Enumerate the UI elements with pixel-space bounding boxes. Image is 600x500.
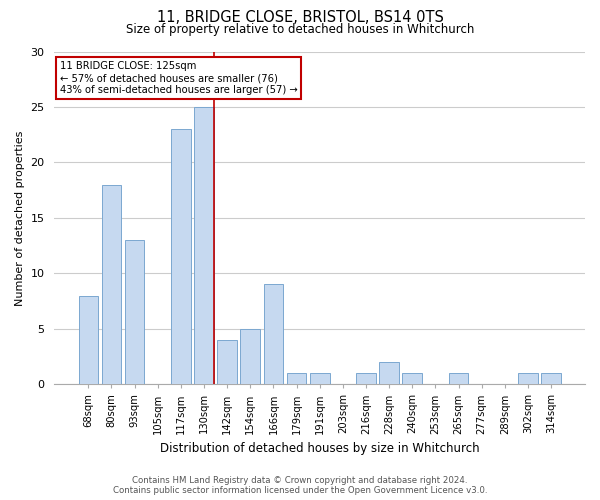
Bar <box>194 107 214 384</box>
Bar <box>518 373 538 384</box>
X-axis label: Distribution of detached houses by size in Whitchurch: Distribution of detached houses by size … <box>160 442 479 455</box>
Text: 11 BRIDGE CLOSE: 125sqm
← 57% of detached houses are smaller (76)
43% of semi-de: 11 BRIDGE CLOSE: 125sqm ← 57% of detache… <box>60 62 298 94</box>
Bar <box>403 373 422 384</box>
Bar <box>356 373 376 384</box>
Bar <box>217 340 237 384</box>
Bar <box>310 373 329 384</box>
Bar <box>449 373 469 384</box>
Text: 11, BRIDGE CLOSE, BRISTOL, BS14 0TS: 11, BRIDGE CLOSE, BRISTOL, BS14 0TS <box>157 10 443 25</box>
Text: Contains HM Land Registry data © Crown copyright and database right 2024.
Contai: Contains HM Land Registry data © Crown c… <box>113 476 487 495</box>
Y-axis label: Number of detached properties: Number of detached properties <box>15 130 25 306</box>
Bar <box>171 129 191 384</box>
Text: Size of property relative to detached houses in Whitchurch: Size of property relative to detached ho… <box>126 22 474 36</box>
Bar <box>379 362 399 384</box>
Bar <box>287 373 307 384</box>
Bar <box>79 296 98 384</box>
Bar <box>125 240 145 384</box>
Bar <box>101 184 121 384</box>
Bar <box>241 329 260 384</box>
Bar <box>263 284 283 384</box>
Bar <box>541 373 561 384</box>
